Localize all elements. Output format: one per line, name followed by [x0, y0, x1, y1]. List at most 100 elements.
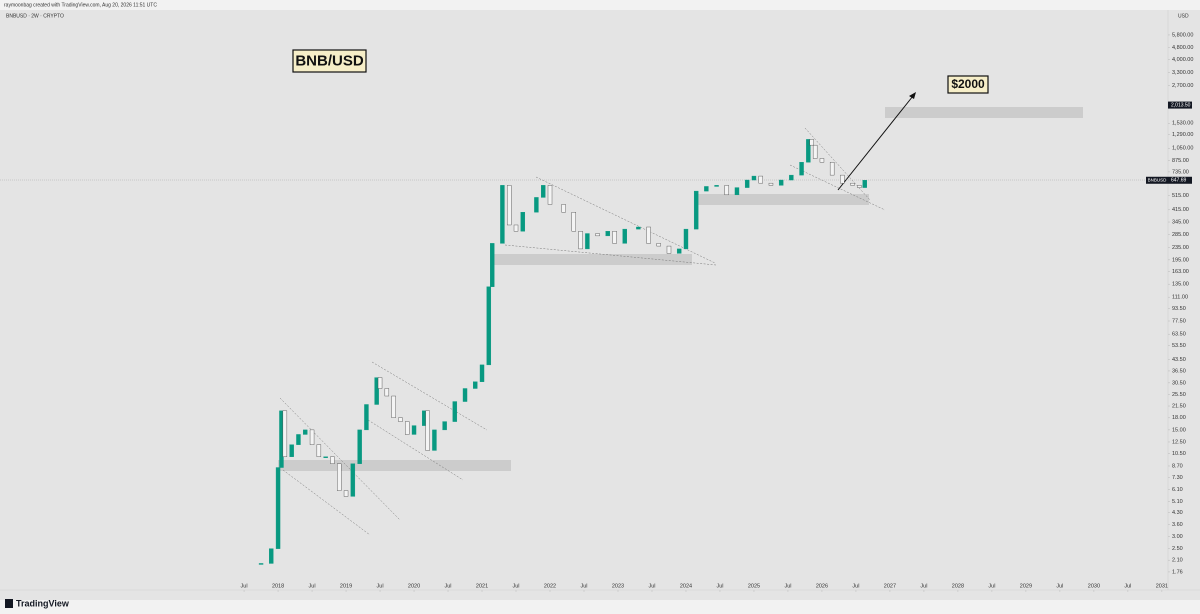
candle	[734, 187, 740, 196]
candle	[605, 231, 610, 237]
trendline	[789, 164, 886, 211]
candle	[500, 185, 505, 244]
candle	[323, 456, 328, 458]
y-tick-label: 4,800.00	[1172, 45, 1193, 51]
x-tick-label: 2023	[612, 583, 624, 589]
candle	[303, 429, 308, 435]
candle	[714, 185, 719, 187]
y-tick-label: 2,700.00	[1172, 83, 1193, 89]
candles	[258, 139, 867, 565]
trendline	[804, 127, 871, 201]
x-tick-label: Jul	[648, 583, 655, 589]
x-tick-label: Jul	[920, 583, 927, 589]
x-tick-label: Jul	[716, 583, 723, 589]
candle	[275, 467, 281, 549]
x-tick-label: 2028	[952, 583, 964, 589]
candle	[744, 179, 750, 188]
logo: TradingView	[5, 598, 70, 608]
candle	[683, 228, 689, 250]
x-tick-label: Jul	[580, 583, 587, 589]
target-box: $2000	[947, 75, 989, 94]
symbol-tag	[1146, 176, 1168, 184]
logo-text: TradingView	[16, 598, 70, 608]
byline: raymoonbag created with TradingView.com,…	[4, 2, 157, 8]
candle	[269, 548, 274, 564]
title-box: BNB/USD	[292, 49, 367, 73]
chart-title: BNB/USD	[295, 52, 364, 69]
currency: USD	[1178, 13, 1189, 19]
candle	[479, 364, 485, 382]
candle	[442, 421, 447, 431]
zone	[278, 460, 511, 471]
candle	[693, 190, 699, 230]
candle	[513, 224, 519, 232]
symbol-tag-text: BNBUSD	[1148, 177, 1168, 182]
target-annotation: $2000	[951, 77, 985, 91]
x-tick-label: 2021	[476, 583, 488, 589]
x-tick-label: Jul	[784, 583, 791, 589]
y-tick-label: 36.50	[1172, 368, 1186, 374]
y-tick-label: 15.00	[1172, 427, 1186, 433]
candle	[534, 197, 539, 213]
candle	[612, 231, 617, 244]
candle	[357, 429, 362, 464]
y-tick-label: 111.00	[1172, 295, 1188, 301]
y-tick-label: 3.60	[1172, 522, 1183, 528]
candle	[507, 185, 512, 226]
x-tick-label: 2030	[1088, 583, 1100, 589]
y-tick-label: 415.00	[1172, 207, 1189, 213]
y-tick-label: 25.50	[1172, 392, 1186, 398]
x-tick-label: 2025	[748, 583, 760, 589]
x-tick-label: 2029	[1020, 583, 1032, 589]
x-tick-label: Jul	[241, 583, 248, 589]
x-tick-label: 2022	[544, 583, 556, 589]
y-tick-label: 345.00	[1172, 219, 1189, 225]
candle	[595, 233, 600, 237]
target-frame	[947, 75, 989, 94]
y-tick-label: 77.50	[1172, 318, 1186, 324]
candle	[316, 444, 322, 457]
y-tick-label: 63.50	[1172, 332, 1186, 338]
y-tick-label: 93.50	[1172, 306, 1186, 312]
x-tick-label: 2024	[680, 583, 692, 589]
candle	[411, 425, 417, 435]
candle	[840, 174, 845, 184]
y-tick-label: 875.00	[1172, 158, 1189, 164]
y-tick-label: 5.10	[1172, 499, 1183, 505]
trendline	[371, 361, 488, 431]
candle	[656, 243, 661, 247]
candle	[343, 490, 349, 497]
candle	[829, 162, 835, 176]
candle	[799, 162, 804, 176]
x-tick-label: Jul	[1124, 583, 1131, 589]
y-tick-label: 6.10	[1172, 487, 1183, 493]
zone	[697, 194, 869, 205]
candle	[296, 434, 301, 445]
candle	[432, 429, 437, 451]
candle	[676, 248, 682, 254]
y-tick-label: 1,530.00	[1172, 121, 1193, 127]
candle	[541, 185, 546, 198]
candle	[374, 377, 379, 405]
candle	[561, 204, 566, 213]
y-tick-label: 3,300.00	[1172, 70, 1193, 76]
x-tick-label: Jul	[852, 583, 859, 589]
candle	[405, 421, 410, 435]
arrow-head	[909, 92, 916, 99]
candle	[778, 179, 784, 186]
candle	[578, 231, 583, 250]
y-tick-label: 7.30	[1172, 475, 1183, 481]
y-tick-label: 2.10	[1172, 558, 1183, 564]
candle	[571, 212, 577, 232]
x-tick-label: 2019	[340, 583, 352, 589]
x-tick-label: 2026	[816, 583, 828, 589]
x-tick-label: Jul	[377, 583, 384, 589]
trendline	[367, 419, 464, 481]
candle	[337, 463, 342, 491]
candle	[490, 243, 495, 287]
x-tick-label: 2020	[408, 583, 420, 589]
x-tick-label: Jul	[445, 583, 452, 589]
symbol-info: BNBUSD · 2W · CRYPTO	[6, 13, 64, 19]
